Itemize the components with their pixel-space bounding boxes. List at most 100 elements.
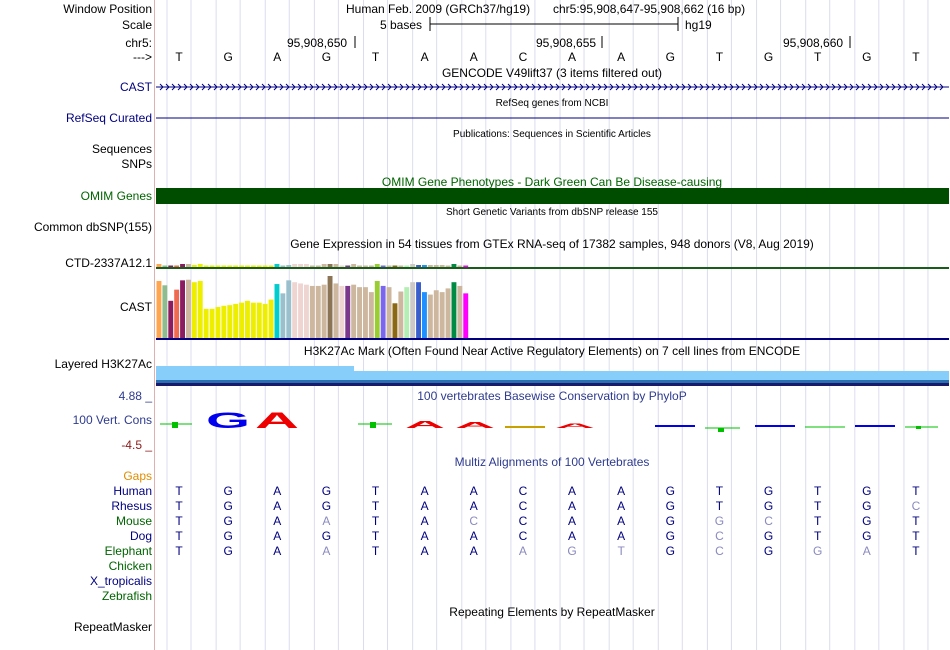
gtex-bar (321, 284, 327, 338)
alignment-base: G (763, 544, 774, 558)
ruler-base: G (665, 50, 675, 64)
gtex-bar (427, 294, 433, 338)
ctd-bar (233, 265, 239, 267)
gtex-bar (339, 285, 345, 338)
ruler-base: T (175, 50, 183, 64)
ctd-bar (209, 265, 215, 267)
label-snps[interactable]: SNPs (121, 157, 152, 171)
label-cast-gtex[interactable]: CAST (119, 300, 152, 314)
alignment-base: A (273, 499, 282, 513)
label-common-dbsnp[interactable]: Common dbSNP(155) (33, 220, 152, 234)
species-label[interactable]: Mouse (115, 514, 152, 528)
ctd-gtex-mini-bars[interactable] (156, 264, 469, 267)
alignment-base: G (813, 544, 823, 558)
ctd-bar (191, 265, 197, 267)
ctd-bar (174, 265, 180, 267)
gtex-bar (416, 282, 421, 338)
gtex-bar (180, 280, 185, 338)
ctd-bar (327, 264, 333, 267)
alignment-base: T (371, 529, 380, 543)
species-label[interactable]: Dog (129, 529, 152, 543)
species-label[interactable]: Chicken (108, 559, 152, 573)
gtex-title: Gene Expression in 54 tissues from GTEx … (290, 237, 814, 251)
label-ctd-2337a12[interactable]: CTD-2337A12.1 (65, 256, 152, 270)
alignment-base: T (814, 484, 822, 498)
ctd-bar (404, 265, 410, 267)
ctd-bar (368, 265, 374, 267)
omim-gene-bar[interactable] (156, 188, 949, 204)
label-omim-genes[interactable]: OMIM Genes (80, 189, 152, 203)
species-label[interactable]: Elephant (104, 544, 152, 558)
ctd-bar (280, 265, 286, 267)
species-label[interactable]: X_tropicalis (89, 574, 152, 588)
ctd-bar (168, 265, 174, 267)
alignment-base: T (814, 514, 822, 528)
alignment-base: T (814, 499, 822, 513)
gtex-bar (256, 302, 262, 338)
species-label[interactable]: Rhesus (111, 499, 152, 513)
ctd-bar (292, 264, 298, 267)
ctd-bar (268, 265, 274, 267)
alignment-base: T (912, 484, 920, 498)
label-layered-h3k27ac[interactable]: Layered H3K27Ac (54, 357, 152, 371)
label-refseq-curated[interactable]: RefSeq Curated (65, 111, 152, 125)
gtex-bar (368, 292, 374, 338)
alignment-base: A (568, 484, 577, 498)
alignment-base: G (665, 484, 675, 498)
alignment-base: T (175, 499, 183, 513)
gtex-expression-bars[interactable] (156, 276, 469, 338)
gtex-bar (174, 289, 180, 338)
alignment-base: C (911, 499, 921, 513)
label-gaps[interactable]: Gaps (123, 469, 152, 483)
ruler-base: T (371, 50, 380, 64)
ruler-base: T (912, 50, 920, 64)
svg-text:A: A (255, 408, 299, 433)
ctd-bar (392, 265, 398, 267)
alignment-base: A (273, 529, 282, 543)
gtex-bar (274, 284, 280, 338)
svg-text:A: A (405, 420, 445, 431)
ruler-base: A (420, 50, 429, 64)
label-sequences[interactable]: Sequences (91, 142, 152, 156)
gtex-bar (186, 279, 191, 338)
alignment-base: G (567, 544, 577, 558)
alignment-base: G (665, 544, 675, 558)
label-strand: ---> (133, 50, 152, 64)
ctd-bar (445, 265, 451, 267)
ctd-bar (416, 265, 421, 267)
alignment-base: A (862, 544, 871, 558)
species-label[interactable]: Zebrafish (101, 589, 152, 603)
label-100-vert-cons[interactable]: 100 Vert. Cons (72, 413, 152, 427)
gencode-gene-cast[interactable] (156, 83, 949, 91)
label-repeatmasker[interactable]: RepeatMasker (73, 620, 152, 634)
ruler-base: A (469, 50, 478, 64)
alignment-base: G (714, 514, 725, 528)
alignment-base: T (715, 484, 724, 498)
phylop-conservation[interactable]: G A A A A (160, 408, 938, 433)
label-phylop-max: 4.88 _ (118, 389, 152, 403)
label-cast-gencode[interactable]: CAST (119, 80, 152, 94)
alignment-base: G (665, 529, 675, 543)
ruler-base: A (273, 50, 282, 64)
alignment-base: G (223, 544, 233, 558)
alignment-base: G (862, 514, 872, 528)
ctd-bar (427, 265, 433, 267)
gtex-bar (209, 308, 215, 338)
alignment-base: G (862, 484, 872, 498)
ctd-bar (156, 264, 162, 267)
dbsnp-title: Short Genetic Variants from dbSNP releas… (446, 207, 658, 218)
species-label[interactable]: Human (113, 484, 152, 498)
label-divider (154, 0, 155, 650)
gtex-bar (392, 303, 398, 338)
scale-label: 5 bases (380, 18, 423, 32)
alignment-base: G (321, 499, 332, 513)
gtex-bar (433, 290, 439, 338)
alignment-base: T (912, 544, 920, 558)
gtex-bar (268, 299, 274, 338)
publications-title: Publications: Sequences in Scientific Ar… (453, 129, 651, 140)
h3k27ac-signal[interactable] (156, 366, 949, 386)
svg-text:A: A (555, 424, 601, 430)
label-chrom: chr5: (125, 36, 152, 50)
alignment-base: A (322, 544, 331, 558)
ruler-base: A (617, 50, 626, 64)
